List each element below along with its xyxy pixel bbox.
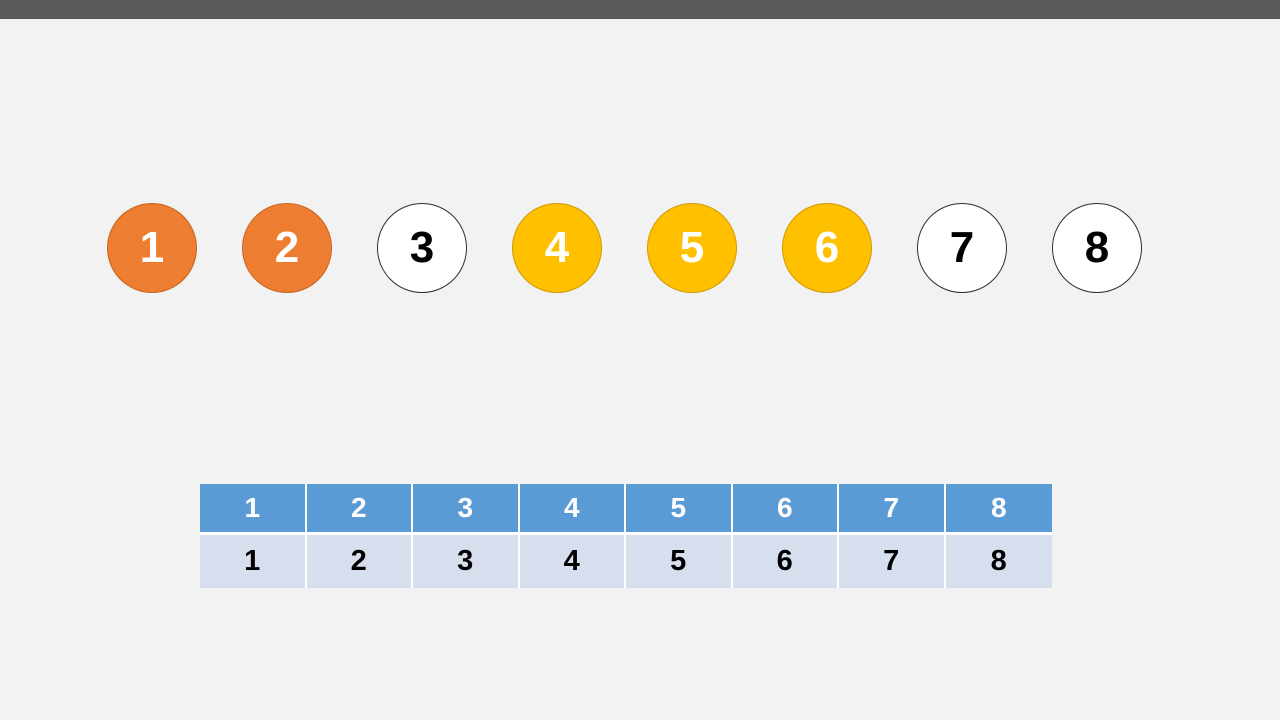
circle-2: 2 [242, 203, 332, 293]
circle-8: 8 [1052, 203, 1142, 293]
table-header-cell: 8 [945, 484, 1052, 535]
table-body-cell: 6 [732, 535, 839, 588]
table-body-cell: 7 [839, 535, 946, 588]
circle-label: 6 [814, 223, 840, 272]
circle-label: 2 [274, 223, 300, 272]
circle-label: 5 [679, 223, 705, 272]
circle-1: 1 [107, 203, 197, 293]
table-body-cell: 2 [306, 535, 413, 588]
table-header-cell: 7 [839, 484, 946, 535]
circle-label: 4 [544, 223, 570, 272]
circle-label: 7 [949, 223, 975, 272]
circle-label: 8 [1084, 223, 1110, 272]
circles-row: 1 2 3 4 5 6 7 8 [107, 203, 1142, 293]
table-header-cell: 1 [200, 484, 307, 535]
top-bar [0, 0, 1280, 19]
circle-label: 1 [139, 223, 165, 272]
table-header-cell: 2 [306, 484, 413, 535]
circle-6: 6 [782, 203, 872, 293]
table-body-cell: 1 [200, 535, 307, 588]
table-header-cell: 6 [732, 484, 839, 535]
circle-5: 5 [647, 203, 737, 293]
circle-7: 7 [917, 203, 1007, 293]
circle-label: 3 [409, 223, 435, 272]
table-body-cell: 4 [519, 535, 626, 588]
table-header-cell: 5 [626, 484, 733, 535]
table-header-cell: 4 [519, 484, 626, 535]
circle-4: 4 [512, 203, 602, 293]
table-body-cell: 8 [945, 535, 1052, 588]
circle-3: 3 [377, 203, 467, 293]
table-body-cell: 5 [626, 535, 733, 588]
table-header-cell: 3 [413, 484, 520, 535]
table-body-cell: 3 [413, 535, 520, 588]
